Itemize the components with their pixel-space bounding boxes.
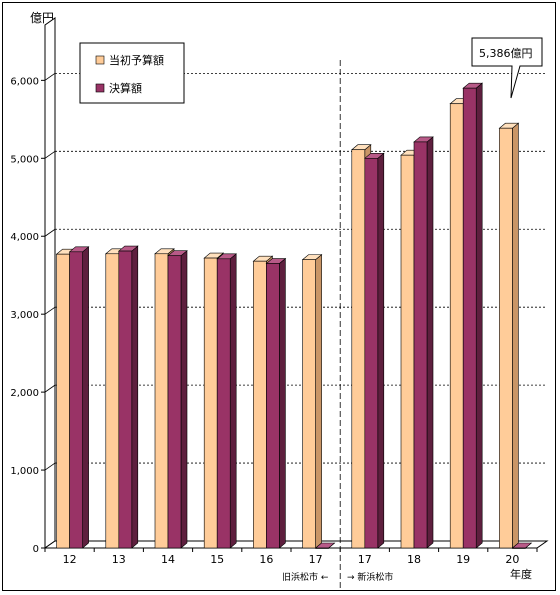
bar-settlement: [363, 152, 385, 549]
legend-swatch-initial-budget: [95, 55, 105, 65]
value-callout: 5,386億円: [471, 37, 543, 99]
divider-right-label: → 新浜松市: [347, 571, 393, 583]
bar-front: [266, 263, 280, 549]
bar-front: [499, 127, 513, 549]
x-tick-label: 12: [63, 553, 77, 566]
bar-front: [302, 259, 316, 549]
bar-side: [426, 136, 434, 549]
legend-label-settlement: 決算額: [109, 81, 142, 95]
bar-side: [475, 82, 483, 549]
bar-front: [462, 87, 477, 549]
bar-initial-budget: [301, 253, 323, 549]
y-unit-label: 億円: [30, 11, 54, 25]
bar-side: [229, 253, 237, 549]
bar-side: [377, 152, 385, 549]
chart-frame: [2, 2, 556, 591]
bar-front: [400, 154, 415, 549]
x-tick-label: 18: [407, 553, 421, 566]
callout-label: 5,386億円: [479, 47, 533, 60]
bar-front: [512, 547, 526, 549]
legend-swatch-settlement: [95, 83, 105, 93]
bar-front: [364, 157, 379, 549]
bar-settlement: [117, 245, 139, 549]
bar-front: [167, 255, 182, 549]
bar-side: [315, 253, 322, 549]
bar-initial-budget: [498, 122, 520, 549]
y-tick-label: 2,000: [10, 388, 39, 399]
bar-side: [82, 246, 89, 549]
y-tick-label: 5,000: [10, 154, 39, 165]
bar-settlement: [216, 253, 238, 549]
gridline-slant: [44, 384, 56, 393]
x-tick-label: 17: [309, 553, 323, 566]
bar-settlement: [314, 542, 336, 549]
bar-settlement: [265, 257, 287, 549]
bar-front: [413, 141, 428, 549]
legend-label-initial-budget: 当初予算額: [109, 53, 164, 67]
bar-front: [69, 251, 83, 549]
gridline-slant: [44, 73, 56, 81]
bar-settlement: [167, 250, 188, 549]
y-tick-label: 4,000: [10, 232, 39, 243]
bar-front: [56, 253, 70, 549]
bar-front: [203, 257, 218, 549]
bar-side: [279, 257, 286, 549]
gridline-slant: [44, 150, 56, 159]
callout-bubble: [471, 37, 543, 99]
x-tick-label: 19: [456, 553, 470, 566]
bar-front: [351, 149, 366, 549]
bar-side: [512, 122, 519, 549]
bar-front: [216, 258, 231, 549]
bar-front: [253, 260, 267, 549]
divider-left-label: 旧浜松市 ←: [282, 571, 329, 583]
bar-settlement: [68, 246, 90, 549]
gridline-slant: [44, 462, 56, 471]
x-tick-label: 20: [505, 553, 519, 566]
bar-settlement: [462, 82, 484, 549]
x-tick-label: 16: [259, 553, 273, 566]
x-tick-label: 17: [358, 553, 372, 566]
y-tick-label: 0: [33, 544, 39, 555]
gridline-slant: [44, 228, 56, 237]
bar-settlement: [413, 136, 434, 549]
x-tick-label: 15: [210, 553, 224, 566]
bar-front: [154, 253, 169, 549]
y-tick-label: 1,000: [10, 466, 39, 477]
x-tick-label: 13: [112, 553, 126, 566]
bar-front: [315, 547, 329, 549]
bar-front: [449, 103, 464, 549]
x-unit-label: 年度: [510, 567, 532, 581]
left-wall: [44, 17, 56, 549]
legend: 当初予算額 決算額: [79, 42, 185, 104]
y-tick-label: 6,000: [10, 76, 39, 87]
bar-side: [180, 250, 188, 549]
gridline-slant: [44, 306, 56, 315]
x-tick-label: 14: [161, 553, 175, 566]
y-tick-label: 3,000: [10, 310, 39, 321]
legend-box: [79, 42, 185, 104]
bar-front: [105, 253, 120, 549]
bar-settlement: [511, 542, 533, 549]
bar-side: [131, 245, 139, 549]
bar-front: [118, 250, 133, 549]
